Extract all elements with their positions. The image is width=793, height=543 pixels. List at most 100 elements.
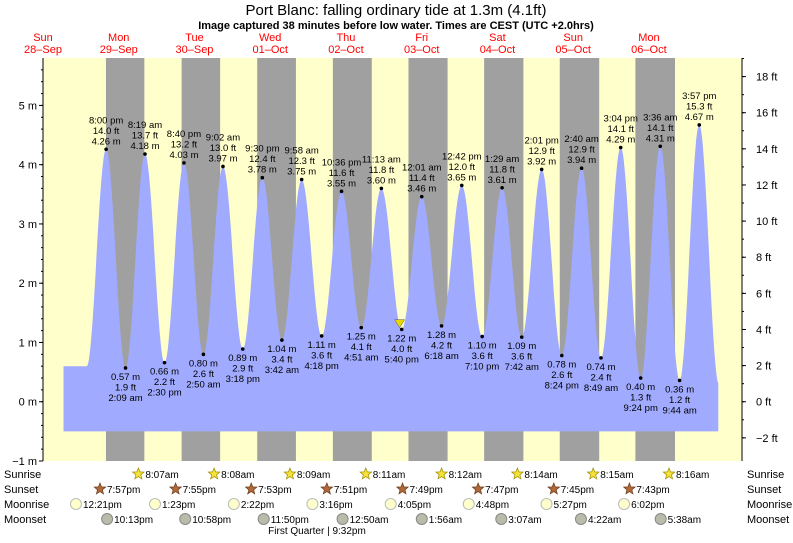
low-tide-label: 1.2 ft [669,395,690,406]
moonrise-time: 4:48pm [476,500,509,511]
sunrise-icon [434,467,449,480]
left-tick-label: 5 m [19,100,37,112]
left-tick-label: 0 m [19,397,37,409]
sunset-icon [471,482,485,495]
tide-point [221,164,225,169]
moonrise-icon [618,498,631,510]
moonrise-icon [69,498,82,510]
right-tick-label: 14 ft [756,144,777,156]
tide-point [599,356,603,360]
low-tide-label: 1.04 m [267,344,296,355]
high-tide-label: 12:42 pm [442,151,482,162]
tide-point [182,161,186,165]
high-tide-label: 11:13 am [362,154,401,165]
tide-point [459,183,464,188]
sunrise-icon [510,467,525,480]
high-tide-label: 9:02 am [206,132,240,143]
low-tide-label: 9:24 pm [624,403,658,414]
sunset-icon [622,482,637,495]
right-tick-label: 4 ft [756,324,771,336]
moonrise-icon [540,498,553,510]
high-tide-label: 3:04 pm [604,113,638,124]
low-tide-label: 1.11 m [307,340,335,351]
low-tide-label: 0.89 m [228,353,257,364]
day-date-label: 03–Oct [404,44,439,56]
sunset-time: 7:49pm [409,485,442,496]
right-tick-label: 18 ft [756,72,777,84]
sunrise-icon [283,467,297,480]
low-tide-label: 1.09 m [507,341,536,352]
day-date-label: 06–Oct [631,44,666,56]
tide-point [201,352,206,357]
high-tide-label: 12.9 ft [568,145,595,156]
sunset-icon [547,482,561,495]
day-weekday-label: Fri [415,32,428,44]
astronomy-rows: Sunrise Sunrise Sunset Sunset Moonrise Moonri… [4,467,792,537]
sunrise-icon [586,467,600,480]
moonset-time: 11:50pm [271,515,309,526]
low-tide-label: 1.3 ft [630,393,651,404]
sunrise-time: 8:09am [297,470,330,481]
tide-point [658,144,663,149]
high-tide-label: 4.29 m [606,134,635,145]
high-tide-label: 11.8 ft [489,164,515,175]
tide-point [359,325,364,330]
low-tide-label: 2.9 ft [232,363,253,374]
moonset-time: 12:50am [350,515,389,526]
tide-point [677,378,682,383]
low-tide-label: 1.9 ft [115,382,136,393]
tide-point [104,147,108,152]
high-tide-label: 2:01 pm [525,135,559,146]
low-tide-label: 3.6 ft [311,350,332,361]
tide-point [240,347,245,351]
tide-point [399,327,404,332]
moonrise-time: 12:21pm [83,500,122,511]
high-tide-label: 3.75 m [287,166,316,177]
moonrise-row-label-left: Moonrise [4,499,49,511]
low-tide-label: 7:10 pm [465,362,499,373]
high-tide-label: 9:58 am [285,145,319,156]
sunset-time: 7:47pm [485,485,518,496]
moonrise-time: 6:02pm [631,500,664,511]
left-tick-label: 1 m [19,337,37,349]
low-tide-label: 2.4 ft [590,372,611,383]
sunrise-icon [662,467,676,480]
moonset-icon [257,513,270,525]
sunrise-row-label-right: Sunrise [747,469,784,481]
high-tide-label: 3.78 m [248,165,277,176]
day-date-label: 04–Oct [480,44,515,56]
moonrise-icon [462,498,475,510]
right-tick-label: 6 ft [756,288,771,300]
low-tide-label: 3.6 ft [511,352,532,363]
high-tide-label: 3:57 pm [682,91,716,102]
low-tide-label: 2.6 ft [193,369,214,380]
sunrise-time: 8:12am [449,470,482,481]
low-tide-label: 2:09 am [108,393,142,404]
left-tick-label: −1 m [12,456,37,468]
tide-point [123,366,128,370]
high-tide-label: 2:40 am [564,134,598,145]
moonrise-icon [148,498,161,510]
high-tide-label: 3.65 m [447,172,476,183]
moon-phase-label: First Quarter | 9:32pm [268,526,366,537]
low-tide-label: 4:51 am [344,353,378,364]
tide-point [480,334,484,339]
high-tide-label: 4.03 m [169,150,198,161]
tide-point [379,186,384,191]
left-tick-label: 2 m [19,278,37,290]
high-tide-label: 8:00 pm [89,115,123,126]
day-weekday-label: Thu [336,32,355,44]
moonset-icon [574,513,587,525]
high-tide-label: 13.7 ft [132,131,159,142]
sunset-row-label-left: Sunset [4,484,38,496]
high-tide-label: 10:36 pm [322,157,362,168]
high-tide-label: 11.6 ft [329,168,355,179]
tide-point [439,324,444,328]
high-tide-label: 4.26 m [92,136,121,147]
sunset-time: 7:55pm [183,485,216,496]
tide-point [339,189,344,194]
low-tide-label: 0.80 m [189,358,218,369]
low-tide-label: 3.4 ft [271,355,292,366]
high-tide-label: 3.61 m [488,175,517,186]
low-tide-label: 6:18 am [424,351,458,362]
